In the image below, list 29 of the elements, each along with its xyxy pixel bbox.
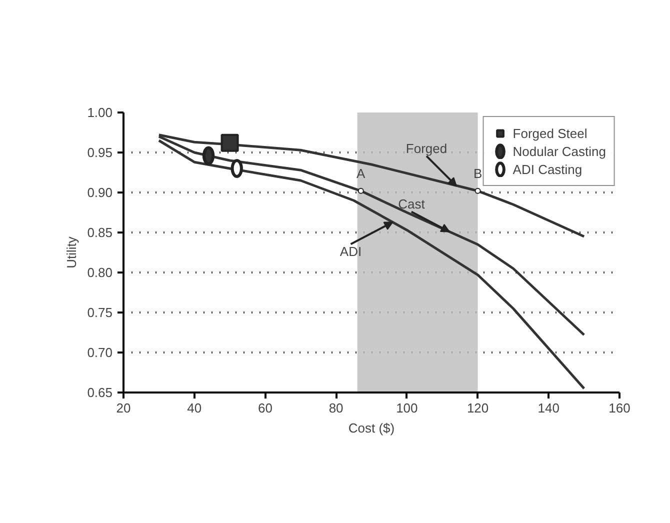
point xyxy=(474,188,481,194)
annotation: A xyxy=(356,166,366,181)
y-tick-label: 0.75 xyxy=(87,305,113,320)
y-tick-label: 0.65 xyxy=(87,385,113,400)
y-tick-label: 0.85 xyxy=(87,225,113,240)
legend-label: Nodular Casting xyxy=(512,144,606,158)
x-axis-title: Cost ($) xyxy=(348,420,395,436)
x-tick-label: 120 xyxy=(466,400,489,416)
y-tick-label: 0.70 xyxy=(87,345,113,360)
y-tick-label: 0.80 xyxy=(87,265,113,280)
point xyxy=(358,188,364,194)
x-tick-label: 20 xyxy=(116,400,131,416)
y-axis-title: Utility xyxy=(64,236,80,268)
legend-label: ADI Casting xyxy=(512,162,582,176)
point xyxy=(220,134,239,152)
annotation: Cast xyxy=(398,196,426,212)
legend-label: Forged Steel xyxy=(512,126,588,140)
annotation: B xyxy=(473,166,482,181)
x-tick-label: 140 xyxy=(538,400,560,416)
x-tick-label: 60 xyxy=(258,400,272,416)
annotation: ADI xyxy=(340,244,362,260)
x-tick-label: 40 xyxy=(187,400,202,416)
y-tick-label: 0.95 xyxy=(87,145,113,160)
x-tick-label: 80 xyxy=(328,400,344,416)
x-tick-label: 160 xyxy=(608,400,630,416)
y-tick-label: 0.90 xyxy=(87,185,113,200)
y-tick-label: 1.00 xyxy=(87,105,113,120)
x-tick-label: 100 xyxy=(396,400,418,416)
annotation: Forged xyxy=(406,141,448,156)
